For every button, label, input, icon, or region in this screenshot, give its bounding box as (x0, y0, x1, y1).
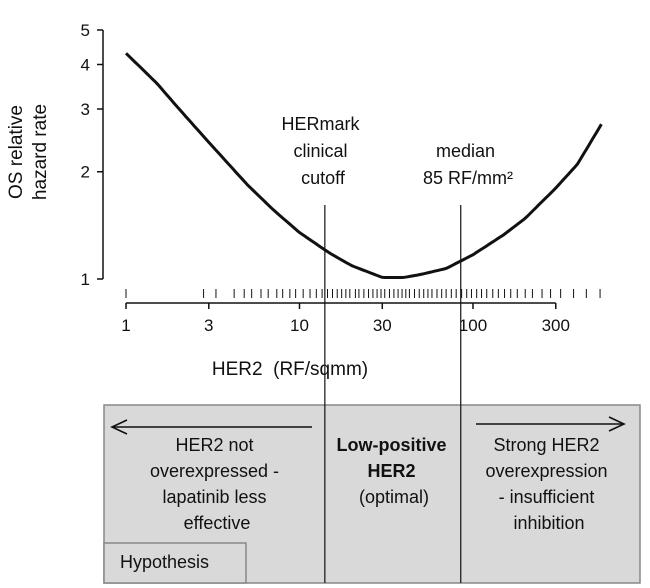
right-arrow-head (608, 416, 626, 432)
x-tick-label: 1 (121, 316, 130, 335)
y-tick-label: 4 (81, 55, 90, 74)
y-axis-title-line: hazard rate (30, 104, 51, 200)
x-axis-title: HER2 (RF/sqmm) (212, 359, 368, 380)
cutoff-label-line: HERmark (281, 114, 360, 134)
x-tick-label: 300 (542, 316, 570, 335)
y-axis-title: OS relative hazard rate (6, 104, 51, 200)
cutoff-label-line: cutoff (301, 168, 346, 188)
median-label: median 85 RF/mm² (423, 141, 513, 188)
annotation-right-line: inhibition (513, 513, 584, 533)
rug-marks (125, 289, 601, 298)
annotation-left-line: overexpressed - (150, 461, 279, 481)
annotation-right-line: - insufficient (499, 487, 595, 507)
left-arrow-head (110, 419, 128, 435)
cutoff-label: HERmark clinical cutoff (281, 114, 364, 188)
arrows (110, 416, 626, 435)
hazard-curve (124, 52, 603, 279)
annotation-right-line: overexpression (485, 461, 607, 481)
median-label-line: median (436, 141, 495, 161)
x-tick-label: 3 (204, 316, 213, 335)
hypothesis-label: Hypothesis (120, 552, 209, 572)
x-axis: 1 3 10 30 100 300 (121, 302, 570, 335)
x-tick-label: 10 (290, 316, 309, 335)
reference-lines (324, 205, 462, 583)
annotation-right: Strong HER2 overexpression - insufficien… (485, 435, 612, 533)
annotation-center-line: (optimal) (359, 487, 429, 507)
hypothesis-tab (103, 542, 247, 584)
y-tick-label: 1 (81, 270, 90, 289)
cutoff-label-line: clinical (293, 141, 347, 161)
annotation-center-line: Low-positive (336, 435, 446, 455)
annotation-left-line: HER2 not (175, 435, 253, 455)
annotation-center-line: HER2 (367, 461, 415, 481)
annotation-left: HER2 not overexpressed - lapatinib less … (150, 435, 284, 533)
y-axis: 1 2 3 4 5 (81, 21, 104, 289)
annotation-left-line: effective (184, 513, 251, 533)
y-axis-title-line: OS relative (6, 105, 27, 199)
y-tick-label: 5 (81, 21, 90, 40)
x-tick-label: 30 (373, 316, 392, 335)
y-tick-label: 3 (81, 100, 90, 119)
annotation-right-line: Strong HER2 (493, 435, 599, 455)
median-label-line: 85 RF/mm² (423, 168, 513, 188)
x-tick-label: 100 (459, 316, 487, 335)
y-tick-label: 2 (81, 163, 90, 182)
annotation-left-line: lapatinib less (162, 487, 266, 507)
annotation-center: Low-positive HER2 (optimal) (336, 435, 451, 507)
